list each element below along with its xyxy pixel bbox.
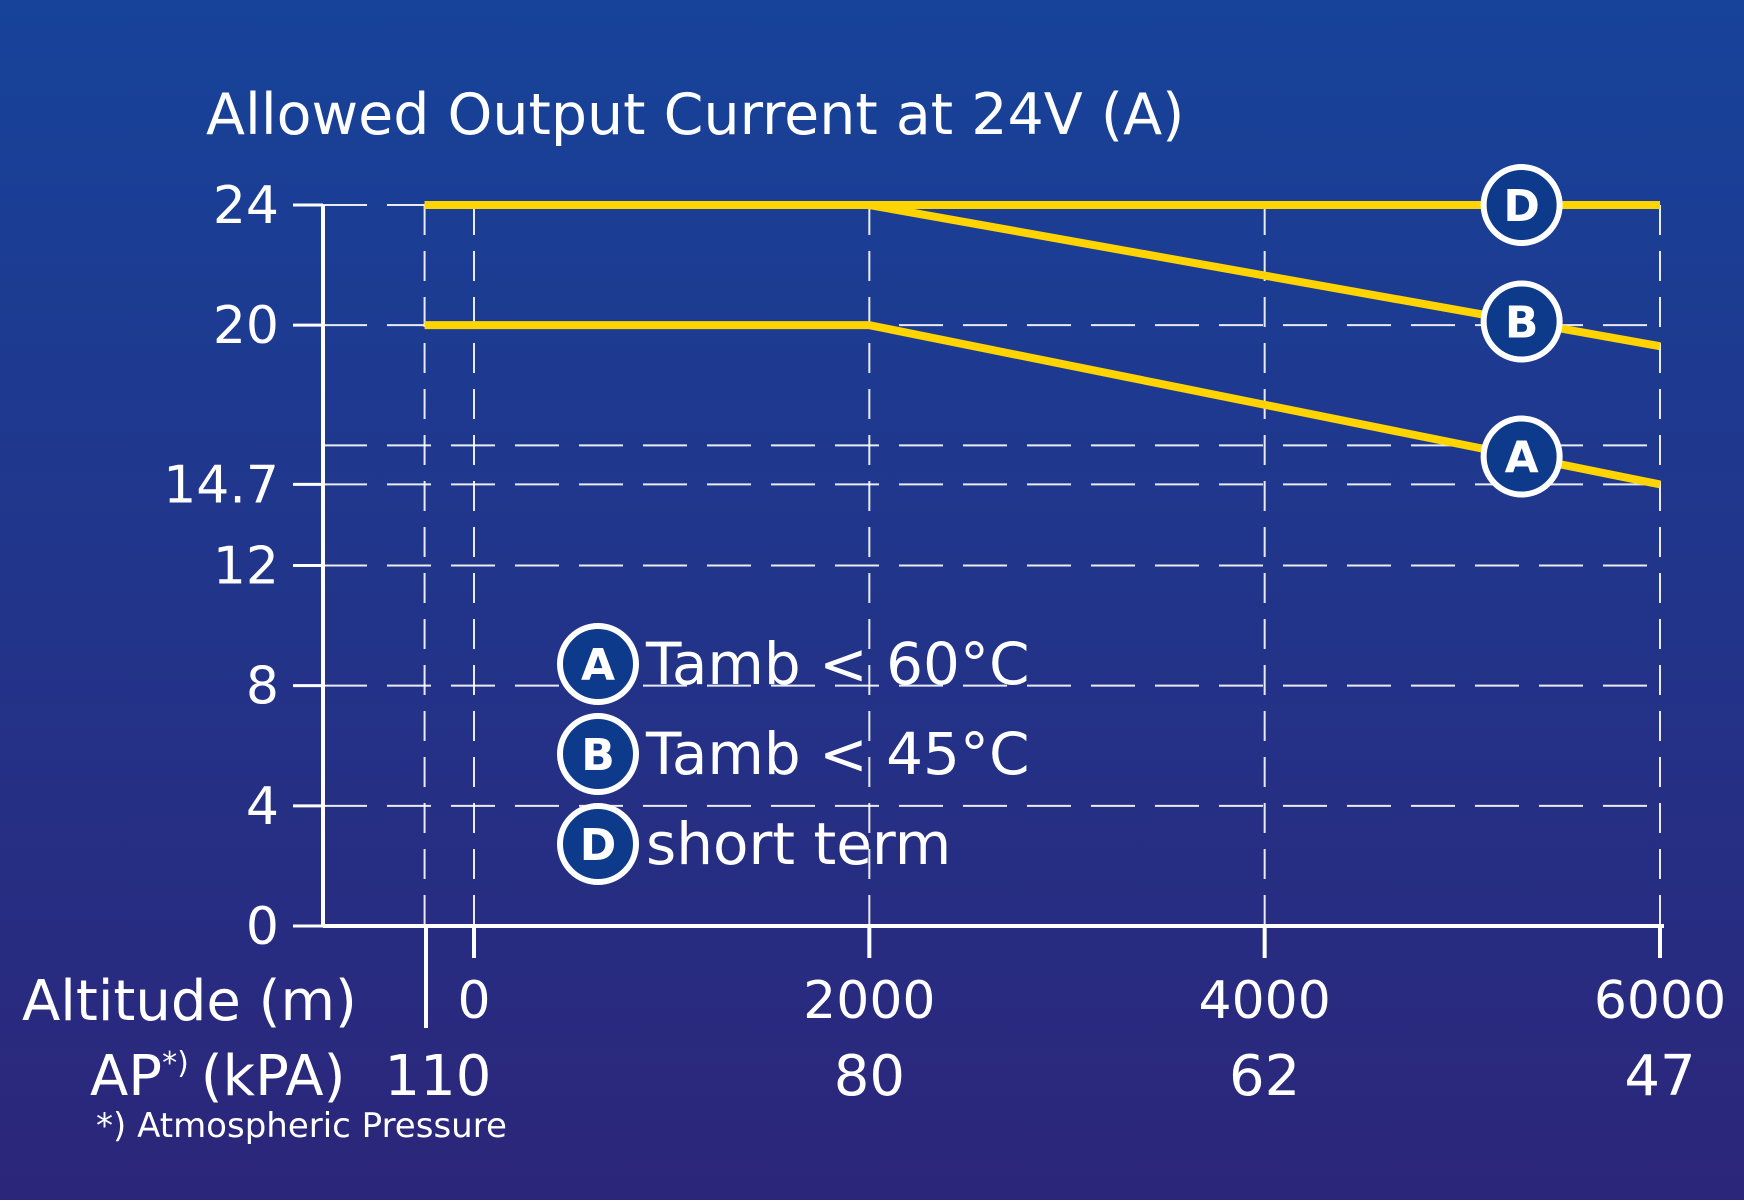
legend-label-d: short term	[646, 810, 951, 878]
legend-badge-b-circle	[557, 713, 639, 795]
series-badge-b-letter: B	[1505, 297, 1539, 348]
legend-badge-d-circle	[557, 803, 639, 885]
x-axis-caption: Altitude (m)	[22, 969, 357, 1034]
legend-label-b: Tamb < 45°C	[645, 720, 1029, 788]
x-tick-label: 2000	[803, 971, 935, 1031]
legend-badge-d-letter: D	[580, 820, 617, 871]
series-badge-b: B	[1480, 280, 1563, 363]
y-tick-label: 4	[246, 777, 279, 837]
legend-badge-b-letter: B	[581, 730, 615, 781]
series-badge-a: A	[1480, 415, 1563, 498]
chart-title: Allowed Output Current at 24V (A)	[206, 82, 1184, 148]
ap-axis-caption: AP*) (kPA)	[90, 1044, 345, 1109]
legend-badge-d: D	[557, 803, 639, 885]
badge-layer: A B D	[1480, 164, 1563, 498]
y-tick-label: 8	[246, 657, 279, 717]
y-tick-label: 0	[246, 897, 279, 957]
series-layer	[424, 201, 1661, 489]
ap-value-label: 80	[834, 1044, 905, 1109]
y-tick-label: 14.7	[163, 455, 279, 515]
legend-badge-b: B	[557, 713, 639, 795]
legend-label-a: Tamb < 60°C	[645, 630, 1029, 698]
series-badge-d-letter: D	[1503, 181, 1540, 232]
footnote: *) Atmospheric Pressure	[96, 1106, 507, 1146]
legend-layer: A Tamb < 60°C B Tamb < 45°C D short term	[557, 623, 1029, 885]
series-badge-b-circle	[1480, 280, 1563, 363]
y-tick-label: 12	[213, 537, 279, 597]
legend-badge-a: A	[557, 623, 639, 705]
x-tick-label: 0	[457, 971, 490, 1031]
x-tick-label: 4000	[1198, 971, 1330, 1031]
ap-value-label: 110	[385, 1044, 492, 1109]
legend-badge-a-circle	[557, 623, 639, 705]
series-badge-d: D	[1480, 164, 1563, 246]
ap-value-label: 47	[1624, 1044, 1695, 1109]
legend-badge-a-letter: A	[581, 640, 615, 691]
series-badge-a-letter: A	[1505, 433, 1539, 484]
axis-layer	[293, 203, 1664, 1028]
y-tick-label: 20	[213, 296, 279, 356]
series-badge-d-circle	[1480, 164, 1563, 246]
x-tick-label: 6000	[1594, 971, 1726, 1031]
series-badge-a-circle	[1480, 415, 1563, 498]
ap-value-label: 62	[1229, 1044, 1300, 1109]
label-layer: 0 4 8 12 14.7 20 24 0 2000 4000 6000 Altitude (m) AP…	[22, 176, 1726, 1146]
series-line-a	[424, 321, 1661, 489]
y-tick-label: 24	[213, 176, 279, 236]
